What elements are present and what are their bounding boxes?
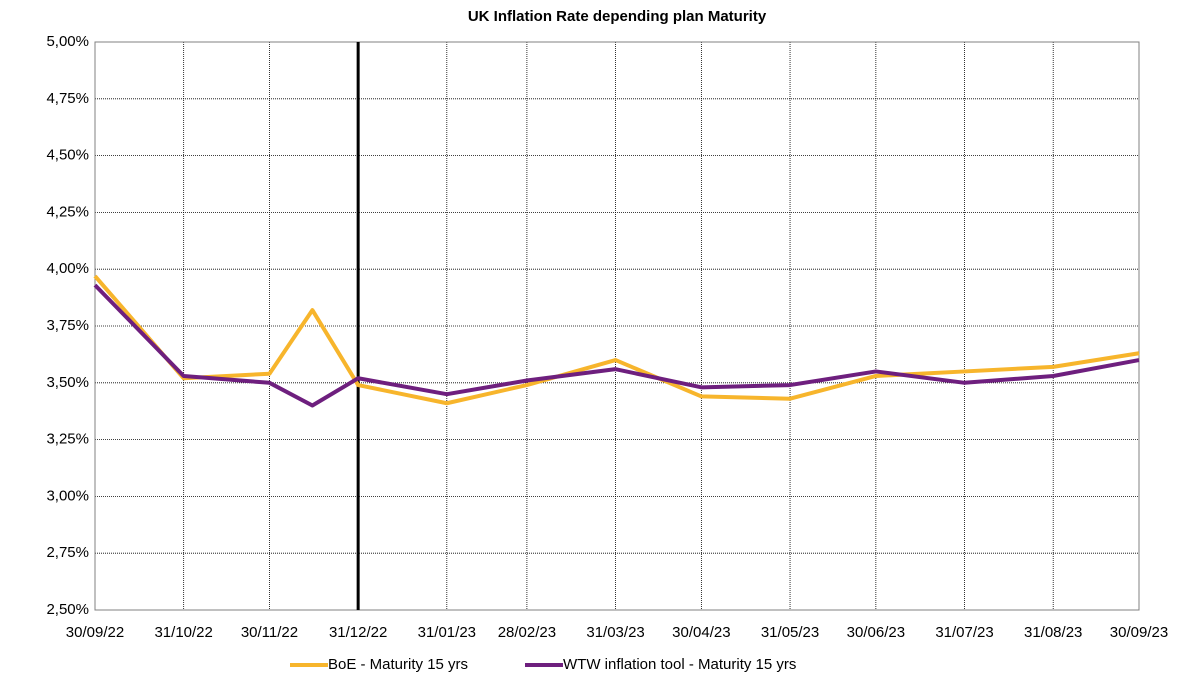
- y-tick-label: 5,00%: [46, 33, 89, 50]
- plot-border: [94, 41, 1140, 611]
- x-tick-label: 31/07/23: [935, 624, 993, 641]
- y-tick-label: 4,75%: [46, 90, 89, 107]
- x-tick-label: 31/05/23: [761, 624, 819, 641]
- legend-label: WTW inflation tool - Maturity 15 yrs: [563, 656, 796, 673]
- series-line: [93, 274, 1140, 406]
- x-tick-label: 30/04/23: [672, 624, 730, 641]
- y-tick-label: 2,50%: [46, 601, 89, 618]
- chart-title: UK Inflation Rate depending plan Maturit…: [468, 8, 767, 25]
- y-tick-label: 2,75%: [46, 544, 89, 561]
- x-tick-label: 28/02/23: [498, 624, 556, 641]
- y-tick-label: 4,00%: [46, 260, 89, 277]
- x-tick-label: 31/08/23: [1024, 624, 1082, 641]
- x-tick-label: 30/09/22: [66, 624, 124, 641]
- series-line: [93, 283, 1140, 408]
- y-tick-label: 4,25%: [46, 203, 89, 220]
- x-tick-label: 30/11/22: [241, 624, 298, 641]
- x-tick-label: 30/06/23: [847, 624, 905, 641]
- legend-label: BoE - Maturity 15 yrs: [328, 656, 468, 673]
- y-tick-label: 3,00%: [46, 487, 89, 504]
- y-tick-label: 3,75%: [46, 317, 89, 334]
- y-tick-label: 3,25%: [46, 431, 89, 448]
- x-tick-label: 31/10/22: [154, 624, 212, 641]
- x-tick-label: 31/03/23: [586, 624, 644, 641]
- x-tick-label: 31/12/22: [329, 624, 387, 641]
- x-tick-label: 30/09/23: [1110, 624, 1168, 641]
- y-tick-label: 3,50%: [46, 374, 89, 391]
- x-tick-label: 31/01/23: [418, 624, 476, 641]
- y-tick-label: 4,50%: [46, 147, 89, 164]
